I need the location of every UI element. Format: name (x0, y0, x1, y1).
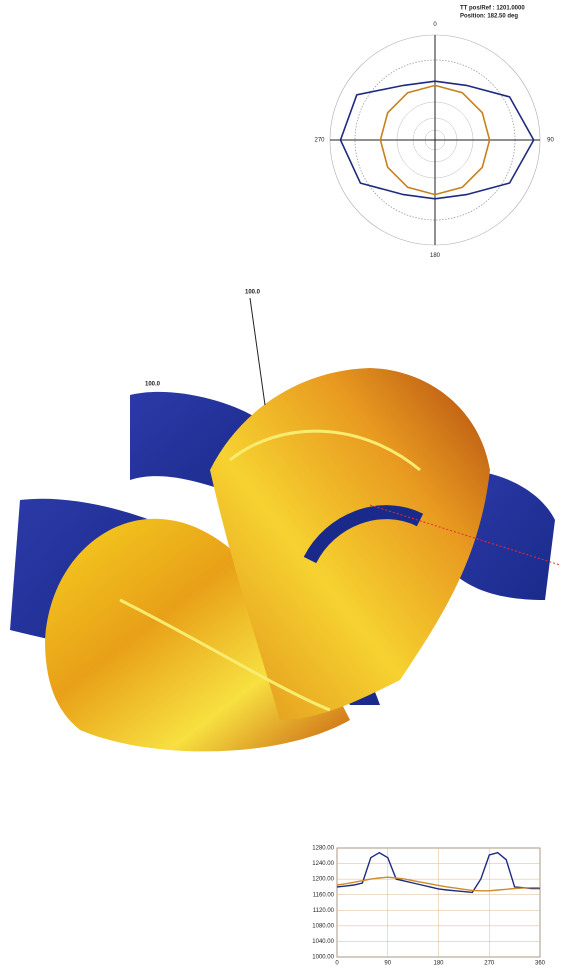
borehole-render (10, 297, 561, 752)
theta-tick-label: 90 (547, 138, 554, 144)
polar-line (339, 80, 535, 200)
series-line (336, 876, 540, 892)
y-tick-label: 1160.00 (313, 892, 335, 898)
x-tick-label: 0 (335, 961, 339, 967)
x-tick-label: 270 (484, 961, 495, 967)
theta-tick-label: 0 (433, 22, 437, 28)
depth-label: 100.0 (245, 290, 261, 296)
polar-line (379, 84, 491, 196)
y-tick-label: 1040.00 (312, 939, 334, 945)
x-tick-label: 360 (535, 961, 546, 967)
x-tick-label: 90 (384, 961, 391, 967)
y-tick-label: 1240.00 (312, 861, 334, 867)
y-tick-label: 1280.00 (312, 846, 334, 852)
header-line: TT pos/Ref : 1201.0000 (460, 6, 525, 12)
y-tick-label: 1000.00 (312, 955, 334, 961)
series-line (336, 851, 540, 894)
y-tick-label: 1080.00 (312, 923, 334, 929)
x-tick-label: 180 (433, 961, 444, 967)
theta-tick-label: 270 (314, 138, 325, 144)
y-tick-label: 1120.00 (313, 908, 335, 914)
polar-rings (329, 34, 541, 246)
depth-label: 100.0 (145, 382, 161, 388)
header-line: Position: 182.50 deg (460, 14, 518, 20)
y-tick-label: 1200.00 (312, 877, 334, 883)
theta-tick-label: 180 (430, 253, 441, 259)
